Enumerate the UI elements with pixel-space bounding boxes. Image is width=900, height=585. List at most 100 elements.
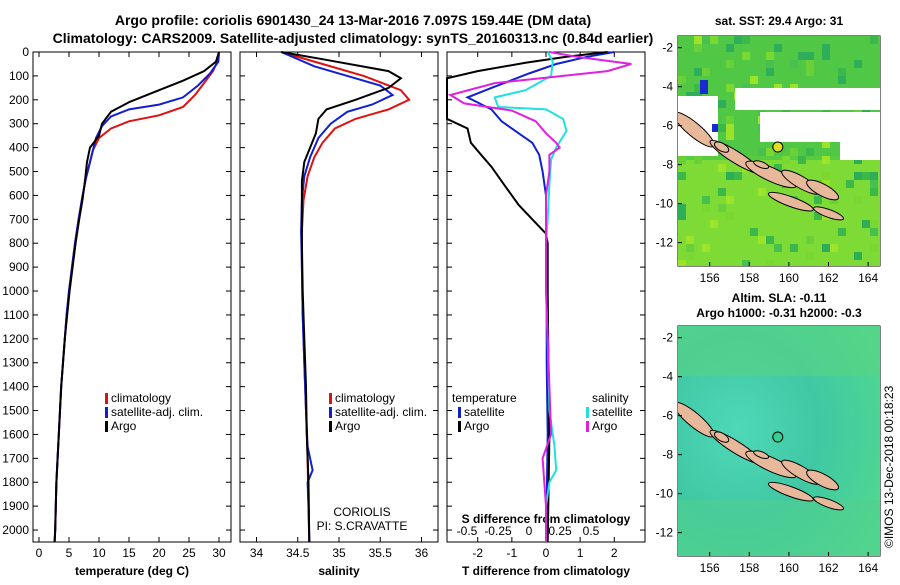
map-lat-label: -6 (662, 409, 673, 423)
sst-cell (838, 228, 846, 236)
sst-cell (710, 36, 718, 44)
map-lat-label: -12 (656, 236, 674, 250)
sla-map-islands (678, 401, 844, 511)
sst-cell (718, 124, 726, 132)
figure-subtitle: Climatology: CARS2009. Satellite-adjuste… (53, 30, 654, 46)
map-lat-label: -2 (662, 331, 673, 345)
island-shape (767, 191, 814, 212)
sst-cell (838, 68, 846, 76)
sla-float-marker (772, 431, 784, 443)
sst-cell (854, 196, 862, 204)
depth-tick-label: 1000 (2, 284, 29, 298)
sst-cell (870, 36, 878, 44)
map-lon-label: 156 (700, 561, 720, 575)
depth-tick-label: 300 (9, 117, 29, 131)
legend-label: Argo (464, 419, 490, 433)
sst-cell (718, 100, 726, 108)
sst-cell (766, 60, 774, 68)
x-tick-label: 25 (182, 546, 196, 560)
x-tick-label: 36 (415, 546, 429, 560)
x-tick-label: 35 (332, 546, 346, 560)
x-tick-label: 10 (92, 546, 106, 560)
sst-cell (686, 252, 694, 260)
map-lat-label: -8 (662, 448, 673, 462)
sst-cell (766, 260, 774, 266)
sst-cell (702, 244, 710, 252)
sst-cell (758, 148, 766, 156)
sst-cell (862, 220, 870, 228)
depth-tick-label: 200 (9, 93, 29, 107)
sst-cell (822, 140, 830, 148)
map-lon-label: 160 (779, 271, 799, 285)
figure-title: Argo profile: coriolis 6901430_24 13-Mar… (115, 12, 591, 28)
series-line-argo (53, 51, 220, 543)
sst-cell (742, 260, 750, 266)
depth-tick-label: 1400 (2, 380, 29, 394)
sst-cell (726, 124, 734, 132)
sst-cell (750, 76, 758, 84)
depth-tick-label: 1100 (3, 308, 29, 322)
island-shape (806, 179, 840, 201)
sst-cell (694, 156, 702, 164)
legend-swatch (105, 393, 108, 404)
x-tick-label: 34.5 (286, 546, 310, 560)
sst-cell (766, 148, 774, 156)
sst-cell (718, 164, 726, 172)
sst-cell (862, 172, 870, 180)
sst-cell (726, 60, 734, 68)
difference-xlabel: T difference from climatology (462, 564, 630, 578)
sst-cell (798, 52, 806, 60)
map-lon-label: 158 (739, 271, 759, 285)
series-line-argo (281, 51, 403, 543)
x-tick-label: 35.5 (369, 546, 393, 560)
sst-cell (854, 252, 862, 260)
depth-tick-label: 100 (9, 69, 29, 83)
sst-cell (694, 44, 702, 52)
sst-cell (766, 236, 774, 244)
depth-tick-label: 1500 (2, 404, 29, 418)
sst-cell (702, 68, 710, 76)
legend-label: salinity (592, 391, 629, 405)
depth-tick-label: 0 (22, 45, 29, 59)
sst-cell (774, 244, 782, 252)
sst-cell (806, 236, 814, 244)
depth-tick-label: 1200 (2, 332, 29, 346)
sst-cell (694, 36, 702, 44)
sst-cell (814, 212, 822, 220)
sst-float-marker (772, 141, 784, 153)
x-tick-label: -1 (507, 546, 518, 560)
x-tick-label: 5 (66, 546, 73, 560)
sst-cell (870, 188, 878, 196)
depth-tick-label: 1300 (2, 356, 29, 370)
island-shape (806, 469, 840, 491)
sst-cell (742, 52, 750, 60)
legend-label: Argo (111, 419, 137, 433)
sst-cell (758, 188, 766, 196)
sst-cell (718, 204, 726, 212)
island-shape (813, 206, 844, 221)
temperature-xlabel: temperature (deg C) (75, 564, 189, 578)
sst-cell (726, 196, 734, 204)
top-tick-label: -0.25 (484, 524, 512, 538)
depth-tick-label: 500 (9, 165, 29, 179)
depth-tick-label: 800 (9, 236, 29, 250)
sst-map-field (678, 36, 880, 266)
sst-map-islands (678, 111, 844, 221)
sst-cell (702, 204, 710, 212)
legend-label: climatology (335, 391, 395, 405)
sst-cell (694, 84, 702, 92)
sst-cell (822, 180, 830, 188)
sst-cell (686, 236, 694, 244)
map-lat-label: -10 (656, 197, 674, 211)
x-tick-label: 15 (122, 546, 136, 560)
legend-swatch (105, 421, 108, 432)
map-lon-label: 156 (700, 271, 720, 285)
series-line-climatology (53, 51, 220, 543)
depth-tick-label: 1800 (2, 475, 29, 489)
legend-label: satellite (592, 405, 633, 419)
series-line-satellite-adj-clim- (53, 51, 220, 543)
top-tick-label: 0.25 (548, 524, 572, 538)
map-lon-label: 164 (858, 561, 878, 575)
sst-cell (726, 84, 734, 92)
sst-cell (870, 220, 878, 228)
